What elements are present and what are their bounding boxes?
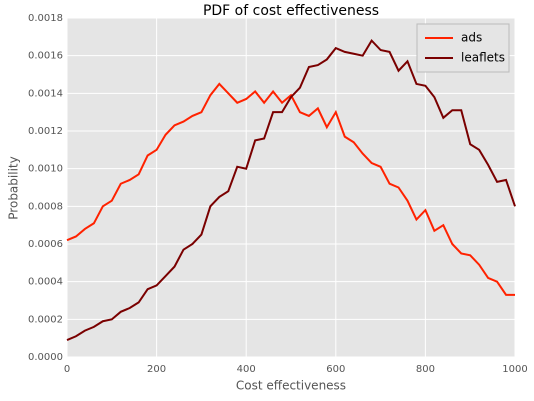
y-tick-label: 0.0008 xyxy=(28,201,63,212)
y-tick-label: 0.0006 xyxy=(28,239,63,250)
legend-label: ads xyxy=(461,31,482,45)
y-tick-label: 0.0018 xyxy=(28,13,63,24)
x-tick-label: 400 xyxy=(237,364,256,375)
y-tick-label: 0.0014 xyxy=(28,88,63,99)
x-tick-label: 200 xyxy=(147,364,166,375)
series-line xyxy=(66,82,515,296)
y-tick-label: 0.0004 xyxy=(28,277,63,288)
plot-area xyxy=(67,18,515,357)
y-tick-label: 0.0000 xyxy=(28,352,63,363)
x-tick-label: 0 xyxy=(64,364,70,375)
y-tick-label: 0.0010 xyxy=(28,164,63,175)
y-tick-label: 0.0016 xyxy=(28,51,63,62)
y-tick-label: 0.0002 xyxy=(28,314,63,325)
legend-label: leaflets xyxy=(461,51,505,65)
x-tick-label: 800 xyxy=(416,364,435,375)
chart-title: PDF of cost effectiveness xyxy=(203,3,379,19)
x-axis-label: Cost effectiveness xyxy=(236,379,346,393)
x-tick-label: 600 xyxy=(326,364,345,375)
series-line xyxy=(66,38,516,341)
legend-box xyxy=(416,23,510,73)
y-axis-label: Probability xyxy=(7,156,21,219)
x-tick-label: 1000 xyxy=(502,364,527,375)
y-tick-label: 0.0012 xyxy=(28,126,63,137)
